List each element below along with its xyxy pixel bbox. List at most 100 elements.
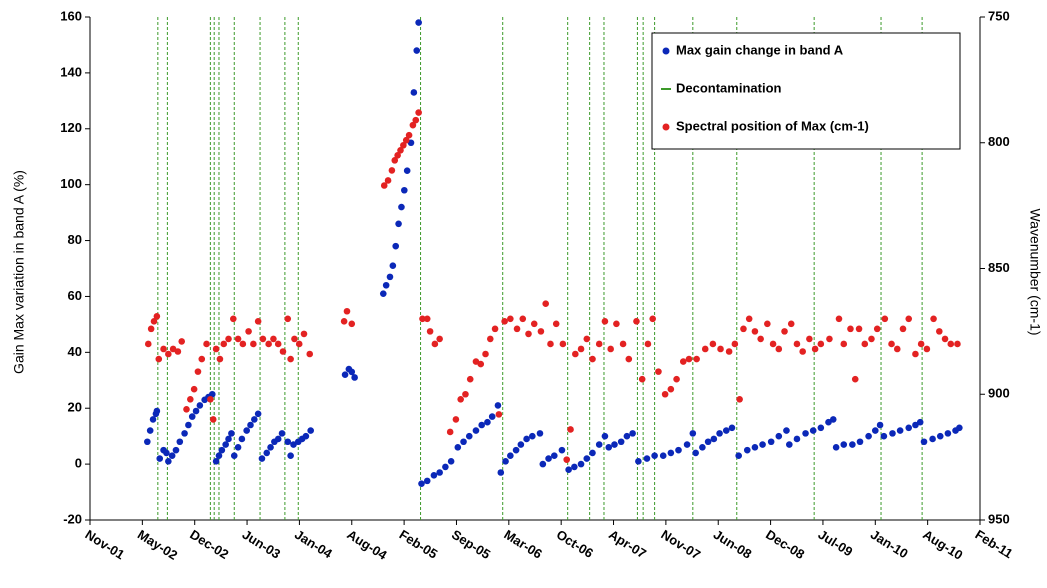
point bbox=[835, 315, 843, 323]
x-tick-label: Dec-08 bbox=[763, 527, 807, 562]
point bbox=[644, 340, 652, 348]
point bbox=[701, 345, 709, 353]
point bbox=[559, 340, 567, 348]
point bbox=[501, 318, 508, 325]
point bbox=[595, 340, 603, 348]
point bbox=[507, 452, 514, 460]
x-tick-label: Sep-05 bbox=[449, 527, 493, 562]
point bbox=[550, 452, 558, 460]
point bbox=[209, 416, 217, 423]
point bbox=[896, 427, 904, 434]
point bbox=[388, 167, 396, 174]
point bbox=[172, 446, 180, 454]
x-tick-label: Jan-04 bbox=[292, 527, 336, 562]
point bbox=[415, 19, 422, 26]
point bbox=[611, 441, 618, 448]
x-tick-label: Mar-06 bbox=[501, 527, 545, 562]
legend: Max gain change in band A Decontamination… bbox=[651, 32, 961, 150]
point bbox=[155, 355, 163, 363]
point bbox=[716, 430, 723, 437]
point bbox=[187, 395, 194, 403]
point bbox=[243, 427, 250, 434]
point bbox=[545, 455, 552, 462]
point bbox=[571, 463, 578, 471]
point bbox=[403, 167, 411, 174]
point bbox=[222, 441, 229, 448]
y-tick-label: 140 bbox=[60, 64, 82, 79]
point bbox=[165, 458, 172, 465]
point bbox=[740, 325, 747, 333]
point bbox=[638, 375, 646, 383]
point bbox=[447, 458, 455, 465]
point bbox=[494, 402, 502, 409]
point bbox=[386, 273, 394, 281]
point bbox=[655, 368, 662, 375]
point bbox=[817, 424, 825, 432]
point bbox=[936, 432, 944, 440]
point bbox=[767, 438, 775, 446]
point bbox=[192, 407, 200, 415]
point bbox=[595, 441, 603, 448]
point bbox=[258, 455, 266, 462]
point bbox=[230, 452, 238, 460]
point bbox=[454, 444, 462, 451]
point bbox=[343, 307, 351, 315]
y-tick-label: 60 bbox=[68, 288, 82, 303]
point bbox=[295, 340, 303, 348]
point bbox=[936, 328, 943, 335]
y2-tick-label: 800 bbox=[988, 134, 1010, 149]
x-tick-label: Feb-05 bbox=[397, 527, 440, 562]
point bbox=[811, 345, 819, 353]
point bbox=[491, 325, 499, 333]
point bbox=[769, 340, 777, 348]
point bbox=[238, 435, 246, 443]
point bbox=[577, 460, 585, 468]
point bbox=[153, 312, 161, 320]
point bbox=[912, 350, 919, 358]
point bbox=[809, 427, 817, 434]
point bbox=[413, 47, 421, 54]
point bbox=[775, 432, 783, 440]
point bbox=[589, 449, 596, 457]
point bbox=[351, 374, 358, 381]
point bbox=[651, 452, 658, 460]
point bbox=[307, 427, 314, 434]
point bbox=[203, 340, 210, 348]
point bbox=[589, 355, 596, 363]
point bbox=[176, 438, 184, 446]
x-tick-label: May-02 bbox=[135, 527, 180, 563]
point bbox=[916, 418, 924, 426]
point bbox=[251, 416, 258, 423]
point bbox=[855, 325, 863, 333]
point bbox=[287, 452, 294, 460]
point bbox=[340, 318, 348, 325]
point bbox=[583, 455, 591, 462]
y-tick-label: 0 bbox=[75, 456, 82, 471]
point bbox=[817, 340, 825, 348]
point bbox=[673, 375, 680, 383]
point bbox=[163, 449, 170, 457]
point bbox=[840, 340, 848, 348]
point bbox=[629, 430, 636, 437]
point bbox=[250, 340, 257, 348]
point bbox=[397, 146, 404, 154]
point bbox=[194, 368, 202, 375]
point bbox=[146, 427, 154, 434]
point bbox=[225, 335, 232, 343]
point bbox=[430, 471, 438, 479]
point bbox=[899, 325, 907, 333]
point bbox=[160, 345, 167, 353]
point bbox=[693, 355, 700, 363]
point bbox=[153, 407, 161, 415]
point bbox=[583, 335, 591, 343]
point bbox=[764, 320, 771, 328]
point bbox=[873, 325, 881, 333]
x-tick-label: Jul-09 bbox=[816, 527, 856, 560]
point bbox=[840, 441, 848, 448]
point bbox=[168, 452, 176, 460]
point bbox=[905, 424, 913, 432]
point bbox=[880, 432, 888, 440]
point bbox=[400, 141, 407, 149]
x-tick-label: Nov-07 bbox=[658, 527, 703, 563]
